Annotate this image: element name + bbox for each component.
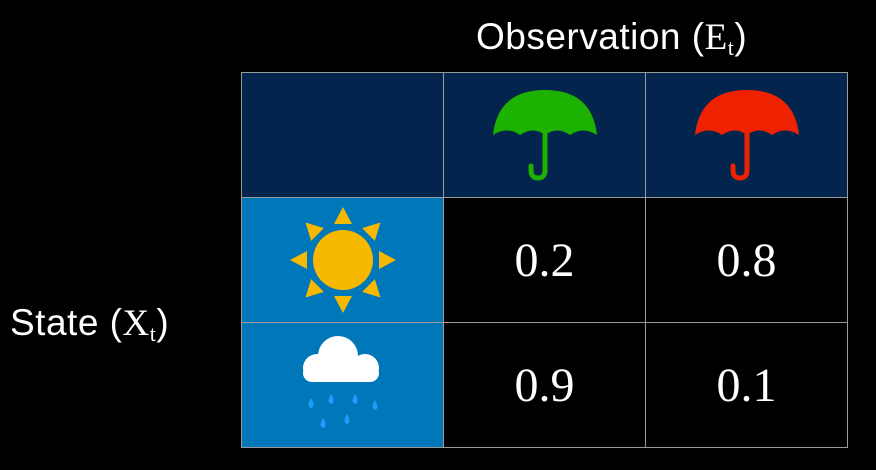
- state-variable: Xt: [122, 303, 157, 346]
- probability-cell: 0.1: [645, 322, 848, 448]
- probability-cell: 0.8: [645, 197, 848, 323]
- state-cell-sun: [241, 197, 444, 323]
- table-row: 0.9 0.1: [241, 322, 848, 448]
- corner-cell: [241, 72, 444, 198]
- sun-icon: [289, 207, 396, 313]
- rain-cloud-icon: [302, 336, 379, 428]
- state-text: State (: [10, 302, 123, 343]
- observation-title: Observation (Et): [476, 16, 747, 61]
- green-umbrella-icon: [492, 89, 597, 181]
- header-cell-umbrella: [443, 72, 646, 198]
- title-close: ): [734, 16, 748, 57]
- header-cell-umbrella: [645, 72, 848, 198]
- emission-probability-table: 0.2 0.8 0.9: [241, 72, 848, 448]
- table-row: 0.2 0.8: [241, 197, 848, 323]
- title-text: Observation (: [476, 16, 705, 57]
- red-umbrella-icon: [694, 89, 799, 181]
- probability-cell: 0.2: [443, 197, 646, 323]
- probability-cell: 0.9: [443, 322, 646, 448]
- header-row: [241, 72, 848, 198]
- state-cell-rain: [241, 322, 444, 448]
- title-variable: Et: [704, 17, 735, 60]
- state-label: State (Xt): [10, 302, 169, 347]
- state-close: ): [156, 302, 170, 343]
